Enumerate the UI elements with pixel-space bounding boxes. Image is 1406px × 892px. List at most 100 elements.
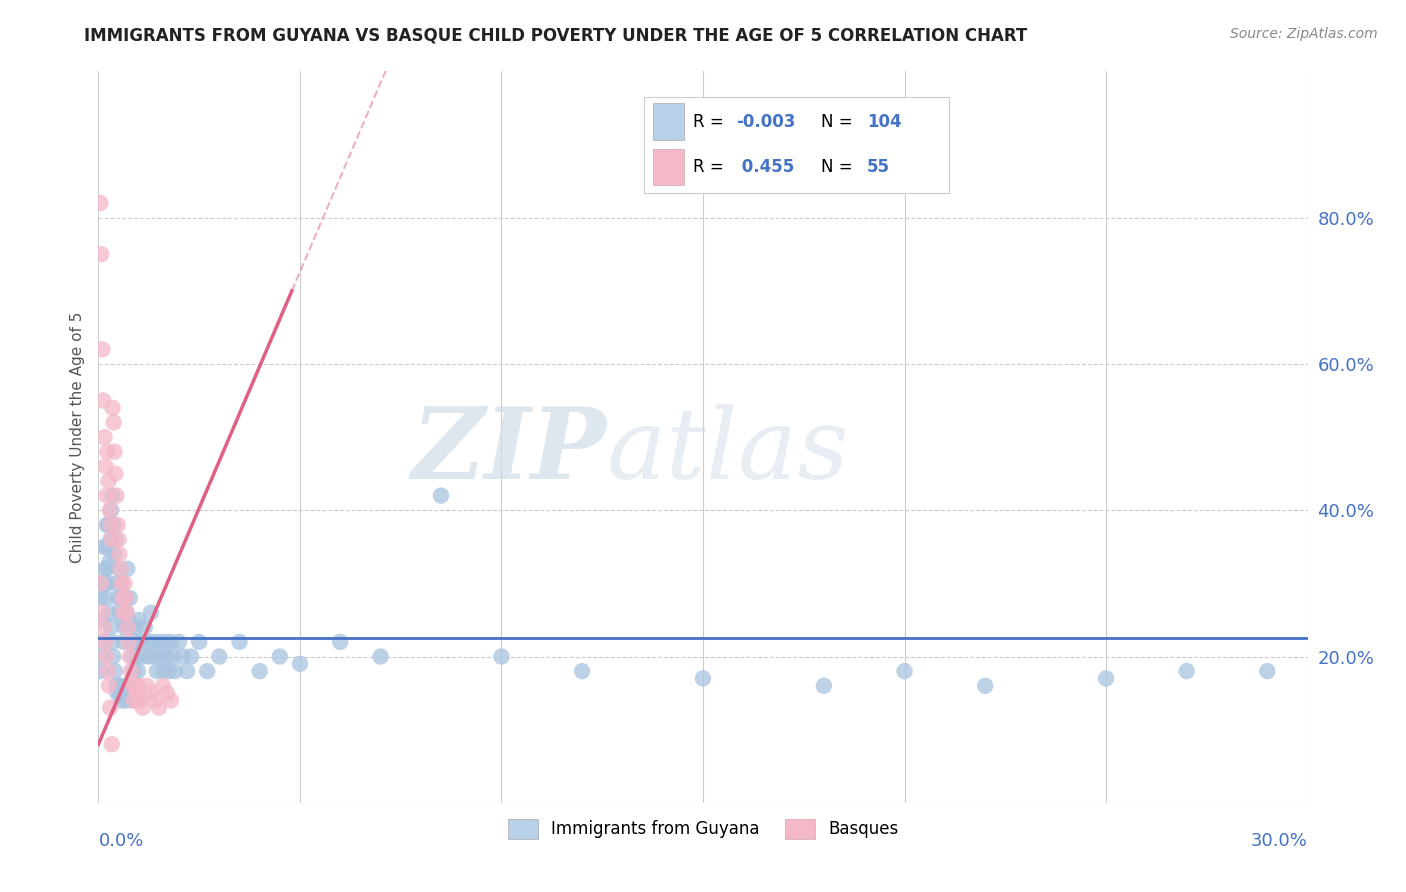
- Point: [370, 649, 392, 664]
- Text: 104: 104: [868, 112, 901, 131]
- Point: [90, 576, 112, 591]
- Point: [103, 649, 125, 664]
- Point: [115, 606, 138, 620]
- Point: [110, 693, 132, 707]
- Point: [132, 700, 155, 714]
- Point: [105, 679, 128, 693]
- Point: [98, 554, 121, 568]
- Point: [90, 649, 112, 664]
- Point: [100, 517, 122, 532]
- Point: [117, 620, 139, 634]
- Point: [128, 613, 150, 627]
- Point: [112, 686, 135, 700]
- Point: [114, 620, 136, 634]
- Point: [91, 393, 114, 408]
- Point: [430, 489, 453, 503]
- Point: [120, 686, 142, 700]
- Point: [94, 591, 117, 605]
- Point: [91, 613, 114, 627]
- Point: [142, 635, 165, 649]
- Point: [105, 489, 128, 503]
- Text: 0.455: 0.455: [735, 158, 794, 176]
- Point: [118, 635, 141, 649]
- Point: [115, 679, 138, 693]
- Point: [98, 700, 121, 714]
- Point: [110, 591, 132, 605]
- Point: [121, 635, 143, 649]
- Point: [1175, 664, 1198, 678]
- Point: [152, 679, 174, 693]
- Point: [143, 649, 166, 664]
- Point: [104, 533, 127, 547]
- Point: [129, 635, 152, 649]
- Text: R =: R =: [693, 158, 730, 176]
- Point: [152, 664, 174, 678]
- Point: [249, 664, 271, 678]
- Point: [135, 635, 157, 649]
- Point: [813, 679, 835, 693]
- Point: [138, 649, 160, 664]
- Point: [1256, 664, 1278, 678]
- Bar: [654, 103, 683, 140]
- Point: [118, 679, 141, 693]
- Point: [108, 547, 131, 561]
- Point: [163, 664, 186, 678]
- Point: [111, 591, 134, 605]
- Point: [93, 620, 115, 634]
- Point: [100, 533, 122, 547]
- Point: [105, 576, 128, 591]
- Point: [139, 606, 162, 620]
- Point: [91, 576, 114, 591]
- Text: ZIP: ZIP: [412, 403, 606, 500]
- Point: [491, 649, 513, 664]
- Point: [157, 664, 180, 678]
- Point: [117, 686, 139, 700]
- Point: [93, 430, 115, 444]
- Point: [100, 620, 122, 634]
- Point: [111, 576, 134, 591]
- Point: [160, 635, 183, 649]
- Point: [94, 459, 117, 474]
- Point: [167, 635, 190, 649]
- Point: [188, 635, 211, 649]
- Point: [135, 679, 157, 693]
- Point: [90, 247, 112, 261]
- Y-axis label: Child Poverty Under the Age of 5: Child Poverty Under the Age of 5: [69, 311, 84, 563]
- Point: [127, 664, 149, 678]
- Point: [93, 540, 115, 554]
- Point: [112, 606, 135, 620]
- Point: [125, 686, 148, 700]
- Point: [107, 562, 129, 576]
- Text: IMMIGRANTS FROM GUYANA VS BASQUE CHILD POVERTY UNDER THE AGE OF 5 CORRELATION CH: IMMIGRANTS FROM GUYANA VS BASQUE CHILD P…: [84, 27, 1028, 45]
- Point: [120, 664, 142, 678]
- Point: [148, 700, 170, 714]
- Point: [124, 635, 146, 649]
- Point: [96, 444, 118, 458]
- Point: [96, 517, 118, 532]
- Point: [107, 517, 129, 532]
- Point: [127, 693, 149, 707]
- Point: [94, 562, 117, 576]
- Point: [111, 613, 134, 627]
- Point: [101, 635, 124, 649]
- Point: [103, 547, 125, 561]
- Point: [692, 672, 714, 686]
- Point: [91, 606, 114, 620]
- Point: [228, 635, 250, 649]
- Point: [571, 664, 593, 678]
- Point: [93, 576, 115, 591]
- Text: N =: N =: [821, 158, 858, 176]
- Bar: [654, 149, 683, 186]
- Point: [112, 635, 135, 649]
- Point: [100, 503, 122, 517]
- Point: [111, 679, 134, 693]
- Point: [97, 576, 120, 591]
- Point: [94, 649, 117, 664]
- Point: [329, 635, 352, 649]
- Point: [96, 489, 118, 503]
- Point: [108, 686, 131, 700]
- Text: R =: R =: [693, 112, 730, 131]
- Point: [269, 649, 291, 664]
- Text: -0.003: -0.003: [735, 112, 796, 131]
- Point: [156, 649, 179, 664]
